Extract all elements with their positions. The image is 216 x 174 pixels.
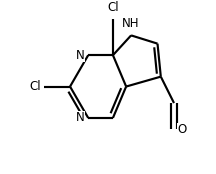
Text: N: N xyxy=(76,49,85,62)
Text: Cl: Cl xyxy=(107,1,119,14)
Text: O: O xyxy=(177,123,187,136)
Text: N: N xyxy=(76,111,85,124)
Text: Cl: Cl xyxy=(30,80,41,93)
Text: NH: NH xyxy=(122,17,140,30)
